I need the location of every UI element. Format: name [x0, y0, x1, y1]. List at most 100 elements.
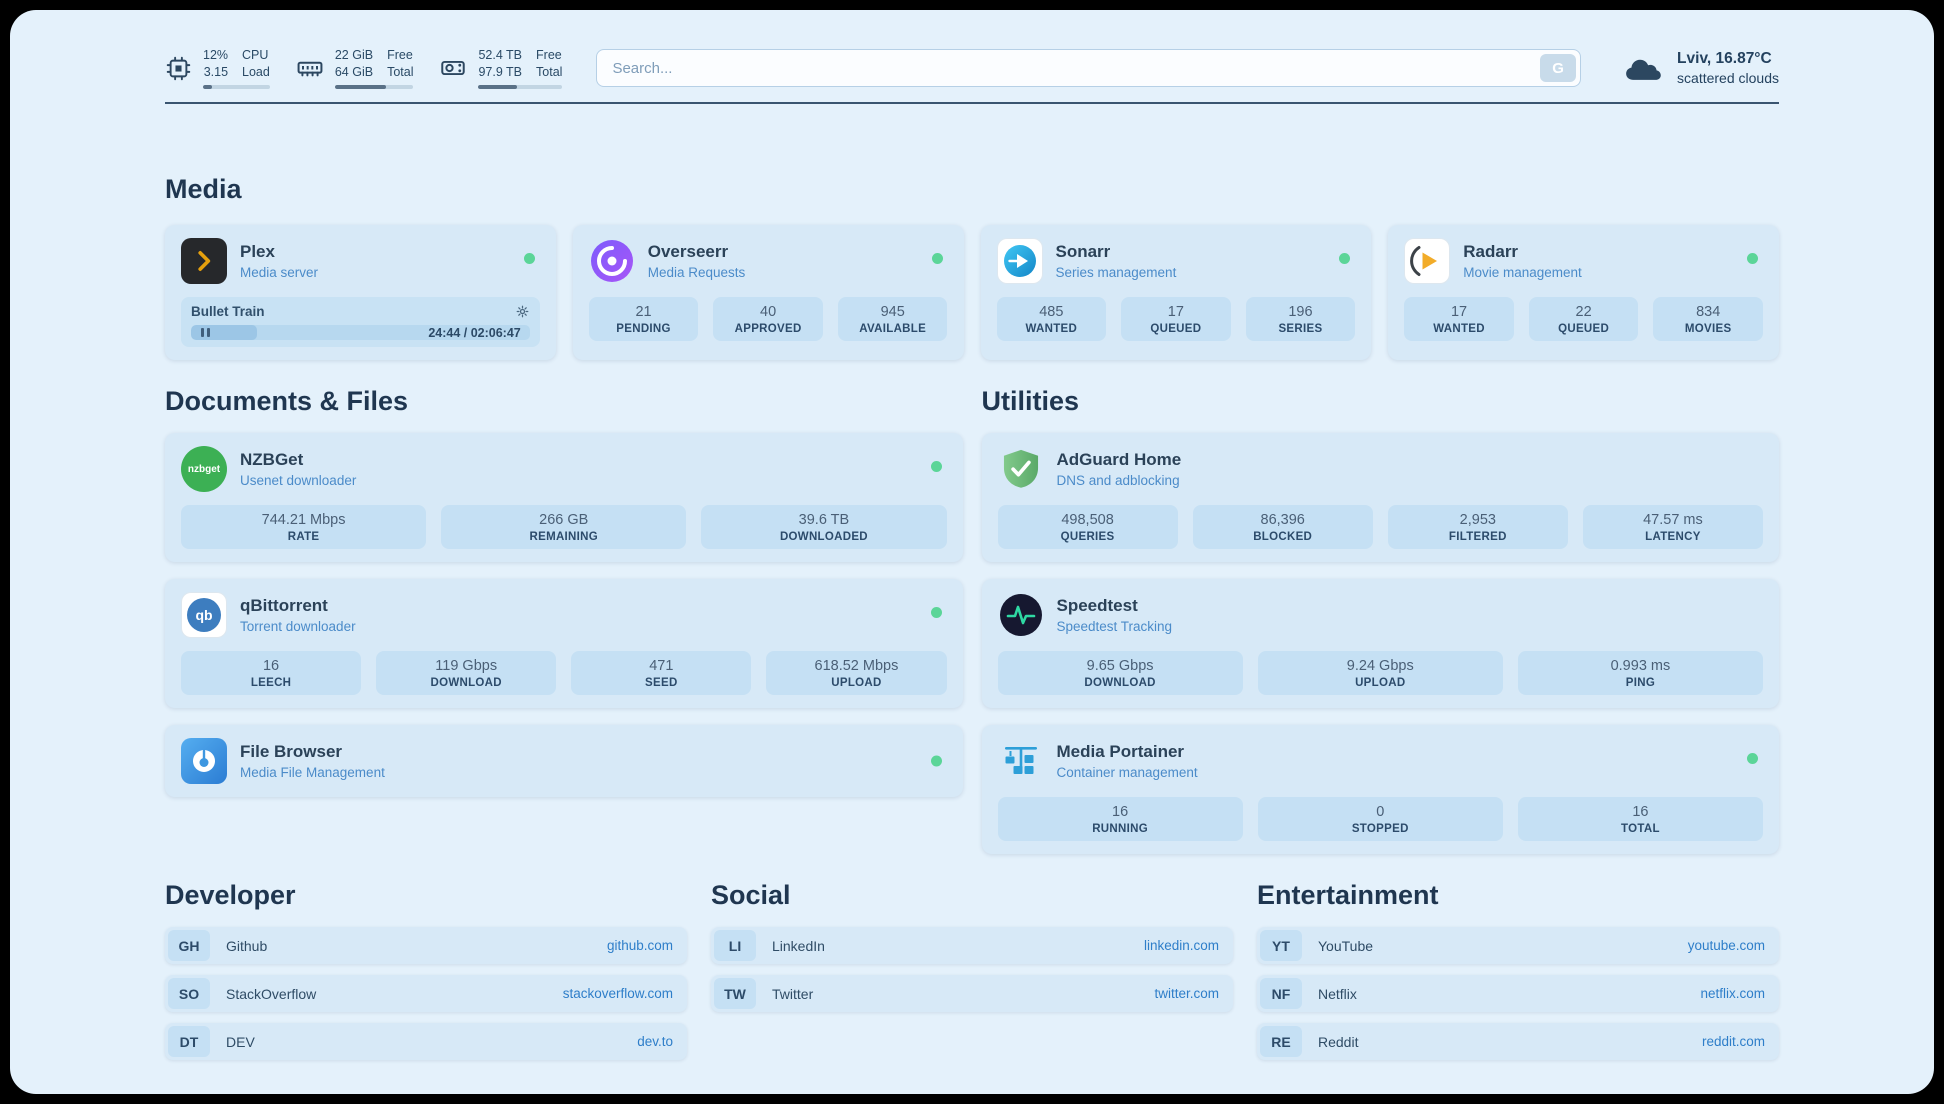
stat-label: RATE	[287, 531, 320, 543]
weather-widget: Lviv, 16.87°C scattered clouds	[1621, 46, 1779, 90]
now-playing-panel: Bullet Train 24:44 / 02:06:47	[181, 297, 540, 347]
stat-value: 21	[635, 304, 652, 320]
search-provider-button[interactable]: G	[1540, 54, 1577, 82]
service-name: Plex	[240, 242, 275, 261]
service-name: Sonarr	[1055, 242, 1111, 261]
stat-row: 16 RUNNING 0 STOPPED 16 TOTAL	[997, 797, 1764, 841]
stat-value: 0	[1376, 804, 1385, 820]
stat-box: 9.24 Gbps UPLOAD	[1257, 651, 1503, 695]
section-title-developer: Developer	[165, 880, 296, 910]
stat-box: 266 GB REMAINING	[441, 505, 687, 549]
service-card-speedtest[interactable]: Speedtest Speedtest Tracking 9.65 Gbps D…	[981, 579, 1779, 708]
stat-box: 0 STOPPED	[1257, 797, 1503, 841]
bookmark-netflix[interactable]: NF Netflix netflix.com	[1257, 975, 1779, 1012]
section-title-entertainment: Entertainment	[1257, 880, 1439, 910]
stat-box: 39.6 TB DOWNLOADED	[701, 505, 947, 549]
section-title-utilities: Utilities	[981, 386, 1080, 416]
service-card-plex[interactable]: Plex Media server Bullet Train	[165, 225, 556, 360]
service-subtitle: Speedtest Tracking	[1056, 619, 1173, 634]
stat-value: 744.21 Mbps	[261, 512, 346, 528]
stat-label: DOWNLOADED	[779, 531, 868, 543]
disk-usage-bar-fill	[478, 85, 518, 90]
service-subtitle: DNS and adblocking	[1056, 473, 1180, 488]
stat-value: 40	[760, 304, 777, 320]
status-dot	[1747, 753, 1758, 764]
service-card-nzbget[interactable]: nzbget NZBGet Usenet downloader 744.21 M…	[165, 433, 963, 562]
stat-value: 618.52 Mbps	[814, 658, 899, 674]
bookmark-name: DEV	[226, 1033, 255, 1050]
stat-label: SERIES	[1278, 323, 1323, 335]
disk-total-label: Total	[536, 65, 563, 79]
bookmark-youtube[interactable]: YT YouTube youtube.com	[1257, 927, 1779, 964]
search-input[interactable]	[596, 49, 1582, 87]
stat-box: 744.21 Mbps RATE	[181, 505, 427, 549]
stat-value: 16	[1632, 804, 1649, 820]
stat-box: 471 SEED	[571, 651, 752, 695]
bookmark-reddit[interactable]: RE Reddit reddit.com	[1257, 1023, 1779, 1060]
stat-label: DOWNLOAD	[1084, 677, 1156, 689]
documents-column: Documents & Files nzbget NZBGet Usenet d…	[165, 386, 963, 797]
memory-free-label: Free	[387, 47, 413, 62]
stat-row: 21 PENDING 40 APPROVED 945 AVAILABLE	[588, 297, 948, 341]
status-dot	[930, 607, 942, 618]
bookmark-groups: Developer GH Github github.com SO StackO…	[165, 880, 1779, 1060]
bookmark-dev[interactable]: DT DEV dev.to	[165, 1023, 687, 1060]
cpu-usage-label: CPU	[242, 47, 269, 62]
stat-box: 9.65 Gbps DOWNLOAD	[997, 651, 1243, 695]
overseerr-icon	[589, 238, 635, 284]
pause-icon[interactable]	[201, 328, 210, 337]
bookmark-name: YouTube	[1318, 937, 1374, 954]
service-card-sonarr[interactable]: Sonarr Series management 485 WANTED 17 Q…	[980, 225, 1372, 360]
service-card-overseerr[interactable]: Overseerr Media Requests 21 PENDING 40 A…	[572, 225, 964, 360]
stat-box: 21 PENDING	[588, 297, 699, 341]
radarr-icon	[1404, 238, 1451, 284]
bookmark-url: netflix.com	[1700, 986, 1765, 1001]
service-name: NZBGet	[240, 450, 304, 469]
service-card-filebrowser[interactable]: File Browser Media File Management	[165, 725, 963, 797]
bookmark-url: github.com	[606, 938, 673, 953]
status-dot	[930, 461, 942, 472]
bookmark-url: dev.to	[637, 1034, 673, 1049]
stat-label: WANTED	[1025, 323, 1078, 335]
stat-value: 47.57 ms	[1643, 512, 1703, 528]
stat-value: 196	[1288, 304, 1313, 320]
disk-monitor: 52.4 TB Free 97.9 TB Total	[439, 47, 563, 90]
now-playing-title: Bullet Train	[191, 304, 265, 319]
stat-label: AVAILABLE	[859, 323, 927, 335]
lower-card-grid: Documents & Files nzbget NZBGet Usenet d…	[165, 386, 1779, 854]
stat-value: 22	[1575, 304, 1592, 320]
service-card-qbittorrent[interactable]: qb qBittorrent Torrent downloader 16 LEE…	[165, 579, 963, 708]
service-subtitle: Torrent downloader	[240, 619, 356, 634]
stat-value: 266 GB	[539, 512, 589, 528]
bookmark-abbr: RE	[1260, 1026, 1302, 1057]
memory-total-value: 64 GiB	[334, 65, 374, 79]
stat-label: FILTERED	[1448, 531, 1507, 543]
service-card-portainer[interactable]: Media Portainer Container management 16 …	[981, 725, 1779, 854]
service-subtitle: Movie management	[1463, 265, 1582, 280]
cpu-usage-bar	[203, 85, 270, 90]
status-dot	[930, 755, 942, 767]
bookmark-stackoverflow[interactable]: SO StackOverflow stackoverflow.com	[165, 975, 687, 1012]
stat-box: 47.57 ms LATENCY	[1582, 505, 1763, 549]
playback-progress-fill	[191, 325, 258, 340]
service-name: qBittorrent	[240, 596, 328, 615]
disk-free-value: 52.4 TB	[478, 47, 523, 62]
qbittorrent-icon: qb	[181, 592, 227, 638]
stat-box: 40 APPROVED	[713, 297, 823, 341]
stat-label: APPROVED	[734, 323, 802, 335]
bookmark-name: StackOverflow	[226, 985, 317, 1002]
service-card-radarr[interactable]: Radarr Movie management 17 WANTED 22 QUE…	[1388, 225, 1779, 360]
stat-value: 17	[1167, 304, 1184, 320]
service-card-adguard[interactable]: AdGuard Home DNS and adblocking 498,508 …	[981, 433, 1779, 562]
gear-icon[interactable]	[515, 304, 530, 319]
stat-label: DOWNLOAD	[430, 677, 502, 689]
playback-progress-bar[interactable]: 24:44 / 02:06:47	[191, 325, 530, 340]
stat-value: 498,508	[1061, 512, 1114, 528]
bookmark-linkedin[interactable]: LI LinkedIn linkedin.com	[711, 927, 1233, 964]
bookmark-twitter[interactable]: TW Twitter twitter.com	[711, 975, 1233, 1012]
ram-icon	[296, 54, 324, 82]
service-name: AdGuard Home	[1056, 450, 1182, 469]
memory-usage-bar	[334, 85, 414, 90]
bookmark-github[interactable]: GH Github github.com	[165, 927, 687, 964]
service-name: Radarr	[1463, 242, 1519, 261]
